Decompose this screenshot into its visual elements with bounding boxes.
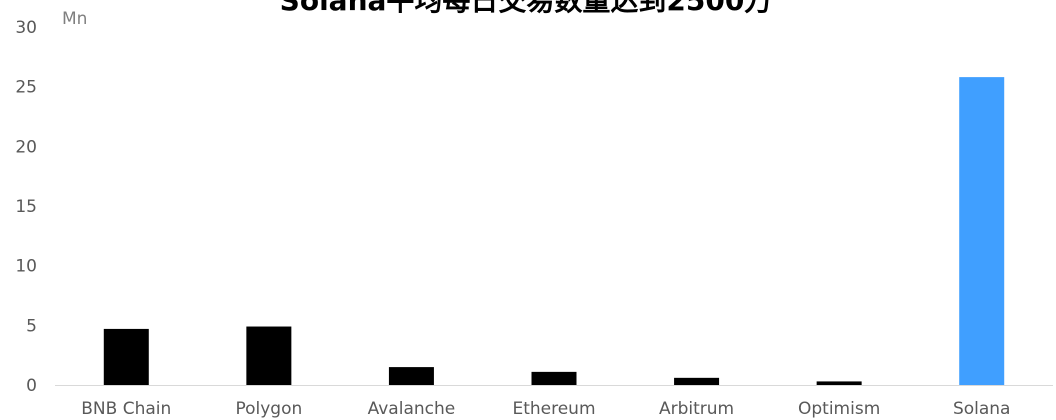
y-tick-label: 15: [15, 197, 37, 217]
y-tick-label: 0: [26, 376, 37, 396]
y-tick-label: 10: [15, 257, 37, 277]
x-tick-label: Polygon: [235, 399, 302, 419]
bar-series: [103, 77, 1005, 386]
y-tick-label: 5: [26, 316, 37, 336]
y-axis: 0 5 10 15 20 25 30: [15, 18, 37, 396]
chart-title: Solana平均每日交易数量达到2500万: [280, 0, 773, 17]
x-tick-label: Ethereum: [512, 399, 595, 419]
x-tick-label: BNB Chain: [81, 399, 171, 419]
y-axis-unit-label: Mn: [62, 9, 87, 29]
y-tick-label: 25: [15, 78, 37, 98]
y-tick-label: 30: [15, 18, 37, 38]
bar-polygon: [246, 326, 292, 385]
bar-optimism: [816, 381, 862, 385]
y-tick-label: 20: [15, 137, 37, 157]
bar-bnb-chain: [103, 328, 149, 385]
x-tick-label: Avalanche: [368, 399, 456, 419]
x-axis: BNB Chain Polygon Avalanche Ethereum Arbitru…: [81, 399, 1010, 419]
x-tick-label: Arbitrum: [659, 399, 734, 419]
x-tick-label: Solana: [953, 399, 1011, 419]
bar-ethereum: [531, 371, 577, 385]
x-tick-label: Optimism: [798, 399, 880, 419]
bar-solana: [959, 77, 1005, 386]
bar-avalanche: [388, 367, 434, 385]
bar-arbitrum: [674, 377, 720, 385]
